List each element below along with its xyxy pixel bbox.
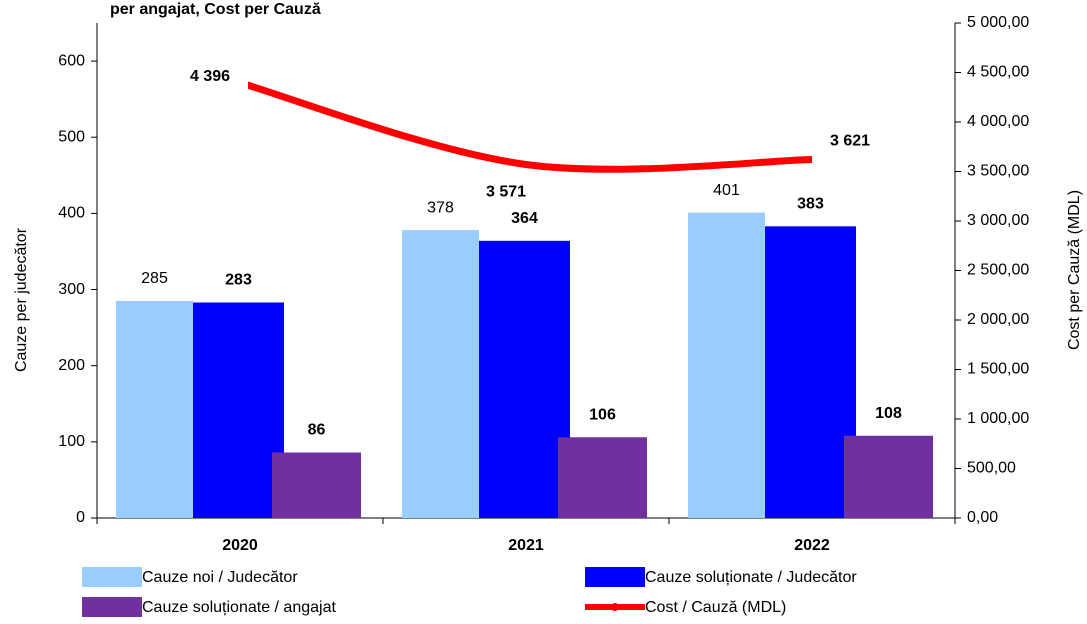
bar [272,452,361,518]
y-axis-label: Cauze per judecător [13,227,30,372]
y2-tick-label: 2 500,00 [967,262,1029,279]
y-tick-label: 200 [58,357,85,374]
x-tick-label: 2021 [508,537,544,554]
bar [765,226,856,519]
bar [193,302,284,518]
data-label: 378 [427,199,454,216]
y2-tick-label: 3 500,00 [967,163,1029,180]
y2-tick-label: 5 000,00 [967,14,1029,31]
data-label: 401 [713,182,740,199]
y-tick-label: 0 [76,509,85,526]
y2-tick-label: 3 000,00 [967,212,1029,229]
data-label-bg [812,127,888,156]
data-label: 86 [308,422,326,439]
y2-axis-label: Cost per Cauză (MDL) [1066,190,1083,350]
bar [844,435,933,518]
data-label-bg [468,178,544,207]
y2-tick-label: 1 000,00 [967,410,1029,427]
chart-title: per angajat, Cost per Cauză [110,1,321,18]
y-tick-label: 100 [58,433,85,450]
data-label: 285 [141,270,168,287]
data-label: 108 [875,405,902,422]
y-tick-label: 500 [58,128,85,145]
line [239,79,813,173]
legend-label: Cauze soluționate / Judecător [645,569,857,586]
data-label: 383 [797,196,824,213]
y2-tick-label: 2 000,00 [967,311,1029,328]
y-tick-label: 300 [58,281,85,298]
y-tick-label: 400 [58,205,85,222]
data-label: 283 [225,272,252,289]
data-label-bg [172,62,248,91]
data-label: 4 396 [190,68,230,85]
x-tick-label: 2022 [794,537,830,554]
data-label: 3 621 [830,133,870,150]
y2-tick-label: 500,00 [967,460,1016,477]
legend-label: Cauze soluționate / angajat [142,599,336,616]
bar [479,240,570,519]
bar [116,300,193,518]
data-label: 3 571 [486,184,526,201]
legend-swatch [82,597,142,617]
legend-swatch [611,603,619,611]
data-label: 106 [589,406,616,423]
bar [558,437,647,518]
legend-swatch [82,567,142,587]
bar [402,230,479,518]
legend-label: Cauze noi / Judecător [142,569,298,586]
data-label: 364 [511,210,538,227]
legend-label: Cost / Cauză (MDL) [645,599,786,616]
y2-tick-label: 1 500,00 [967,361,1029,378]
legend-swatch [585,567,645,587]
y2-tick-label: 4 500,00 [967,64,1029,81]
y-tick-label: 600 [58,52,85,69]
x-tick-label: 2020 [222,537,258,554]
y2-tick-label: 4 000,00 [967,113,1029,130]
bar [688,212,765,518]
y2-tick-label: 0,00 [967,509,998,526]
